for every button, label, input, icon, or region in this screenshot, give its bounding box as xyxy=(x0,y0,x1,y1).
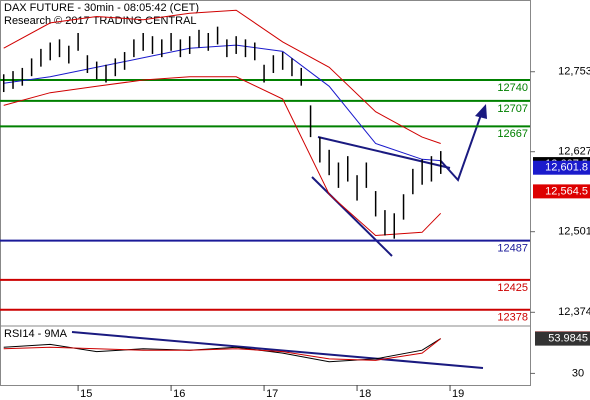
price-tag xyxy=(533,160,590,175)
chart-title: DAX FUTURE - 30min - 08:05:42 (CET) xyxy=(4,2,199,14)
support-line xyxy=(311,176,393,257)
x-tick-label: 15 xyxy=(80,388,92,400)
forecast-arrow xyxy=(439,111,483,182)
y-tick-label: 12,627 xyxy=(558,146,590,158)
upper-band xyxy=(3,9,441,144)
level-label: 12667 xyxy=(497,128,528,140)
y-tick-label: 30 xyxy=(572,367,584,379)
rsi-title: RSI14 - 9MA xyxy=(4,328,68,340)
x-tick-label: 18 xyxy=(359,388,371,400)
price-tag-label: 12,564.5 xyxy=(545,185,588,197)
chart-subtitle: Research © 2017 TRADING CENTRAL xyxy=(4,15,197,27)
y-tick-label: 12,753 xyxy=(558,66,590,78)
level-label: 12740 xyxy=(497,82,528,94)
lower-band xyxy=(3,76,442,237)
level-label: 12487 xyxy=(497,242,528,254)
y-tick-label: 12,501 xyxy=(558,226,590,238)
price-tag-label: 12,601.8 xyxy=(545,162,588,174)
rsi-line xyxy=(3,338,442,361)
level-label: 12378 xyxy=(497,312,528,324)
x-tick-label: 17 xyxy=(266,388,278,400)
rsi-line xyxy=(3,338,441,363)
y-tick-label: 12,374 xyxy=(558,306,590,318)
rsi-tag xyxy=(535,331,590,346)
x-tick-label: 16 xyxy=(173,388,185,400)
arrow-head xyxy=(475,104,487,119)
rsi-tag-label: 53.9845 xyxy=(548,333,588,345)
rsi-trend-line xyxy=(71,331,484,369)
plot-frame xyxy=(0,0,531,386)
analysis-lines xyxy=(71,104,487,369)
level-label: 12425 xyxy=(497,282,528,294)
level-label: 12707 xyxy=(497,103,528,115)
resistance-line xyxy=(317,136,451,169)
price-tag xyxy=(533,184,590,199)
x-tick-label: 19 xyxy=(452,388,464,400)
